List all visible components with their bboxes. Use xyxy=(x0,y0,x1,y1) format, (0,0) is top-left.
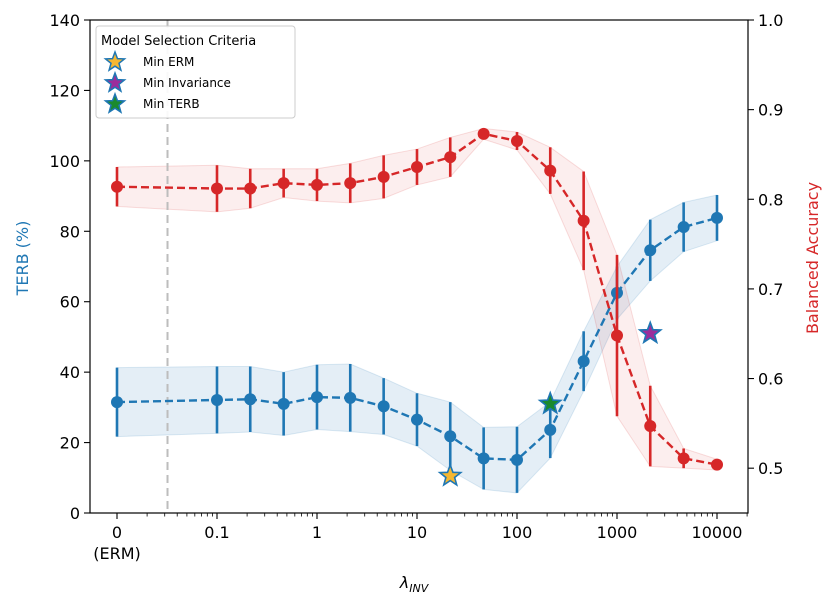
series-1-point xyxy=(344,177,357,190)
y-left-tick-label: 60 xyxy=(60,293,80,312)
legend-item-label: Min TERB xyxy=(143,97,200,111)
y-right-tick-label: 1.0 xyxy=(758,11,783,30)
series-1-point xyxy=(411,161,423,174)
series-0-point xyxy=(111,396,123,409)
x-axis-title-sub: INV xyxy=(409,582,429,595)
x-axis: 0 0.1 1 10 100 1000 10000 (ERM) xyxy=(93,513,748,563)
x-tick-label: 0 xyxy=(112,523,122,542)
plot-frame xyxy=(89,19,749,514)
x-tick-label: 10 xyxy=(407,523,427,542)
series-1-point xyxy=(377,170,390,183)
selection-star xyxy=(537,390,563,415)
legend-title: Model Selection Criteria xyxy=(101,34,256,49)
series-0-point xyxy=(544,423,557,436)
x-tick-label: 10000 xyxy=(692,523,743,542)
y-right-tick-label: 0.6 xyxy=(758,370,783,389)
series-1-point xyxy=(244,182,257,195)
series-1-point xyxy=(644,420,657,433)
series-1-point xyxy=(544,164,557,177)
series-0-point xyxy=(211,393,223,406)
series-0-point xyxy=(644,244,657,257)
y-left-tick-label: 120 xyxy=(49,81,80,100)
legend: Model Selection Criteria Min ERM Min Invar… xyxy=(95,25,296,119)
y-axis-left: 0 20 40 60 80 100 120 140 xyxy=(49,11,90,523)
series-1-point xyxy=(477,127,490,140)
series-1-point xyxy=(444,151,457,164)
series-0-point xyxy=(444,430,457,443)
series-0-point xyxy=(244,393,257,406)
x-axis-title-main: λ xyxy=(399,573,409,592)
x-tick-sublabel: (ERM) xyxy=(93,544,141,563)
y-right-tick-label: 0.9 xyxy=(758,101,783,120)
y-right-tick-label: 0.7 xyxy=(758,280,783,299)
selection-markers xyxy=(437,320,663,487)
x-tick-label: 1000 xyxy=(597,523,638,542)
y-left-tick-label: 140 xyxy=(49,11,80,30)
y-right-tick-label: 0.8 xyxy=(758,190,783,209)
series-0-point xyxy=(411,413,423,426)
series-0-point xyxy=(711,211,723,224)
series-1-point xyxy=(277,177,290,190)
selection-star xyxy=(637,320,663,345)
x-tick-label: 1 xyxy=(312,523,322,542)
legend-star-icon xyxy=(103,49,127,72)
series-0-point xyxy=(477,452,490,465)
selection-star xyxy=(437,462,463,487)
y-left-tick-label: 100 xyxy=(49,152,80,171)
series-1-point xyxy=(211,182,223,195)
series-1-point xyxy=(111,180,123,193)
y-left-tick-label: 80 xyxy=(60,222,80,241)
y-left-tick-label: 40 xyxy=(60,363,80,382)
legend-item-label: Min ERM xyxy=(143,55,194,69)
series-1-point xyxy=(611,329,623,342)
series-0-point xyxy=(677,221,690,234)
x-tick-label: 100 xyxy=(502,523,533,542)
series-0-point xyxy=(344,391,357,404)
series-0-point xyxy=(311,391,323,404)
y-left-tick-label: 0 xyxy=(70,504,80,523)
y-axis-left-title: TERB (%) xyxy=(13,221,32,297)
legend-star-icon xyxy=(103,91,127,114)
series-1-point xyxy=(711,458,723,471)
y-axis-right: 0.5 0.6 0.7 0.8 0.9 1.0 xyxy=(748,11,783,478)
series-1-point xyxy=(511,135,523,148)
series-layer xyxy=(111,127,723,493)
legend-box xyxy=(95,25,296,119)
x-axis-title: λINV xyxy=(399,573,430,595)
series-0-point xyxy=(377,400,390,413)
series-1-point xyxy=(677,452,690,465)
series-0-point xyxy=(511,453,523,466)
series-1-point xyxy=(311,178,323,191)
series-0-point xyxy=(577,355,590,368)
y-axis-right-title: Balanced Accuracy xyxy=(803,182,822,334)
x-tick-label: 0.1 xyxy=(204,523,229,542)
legend-item-label: Min Invariance xyxy=(143,76,231,90)
series-1-point xyxy=(577,214,590,227)
legend-star-icon xyxy=(103,70,127,93)
y-left-tick-label: 20 xyxy=(60,434,80,453)
y-right-tick-label: 0.5 xyxy=(758,459,783,478)
series-0-point xyxy=(277,397,290,410)
